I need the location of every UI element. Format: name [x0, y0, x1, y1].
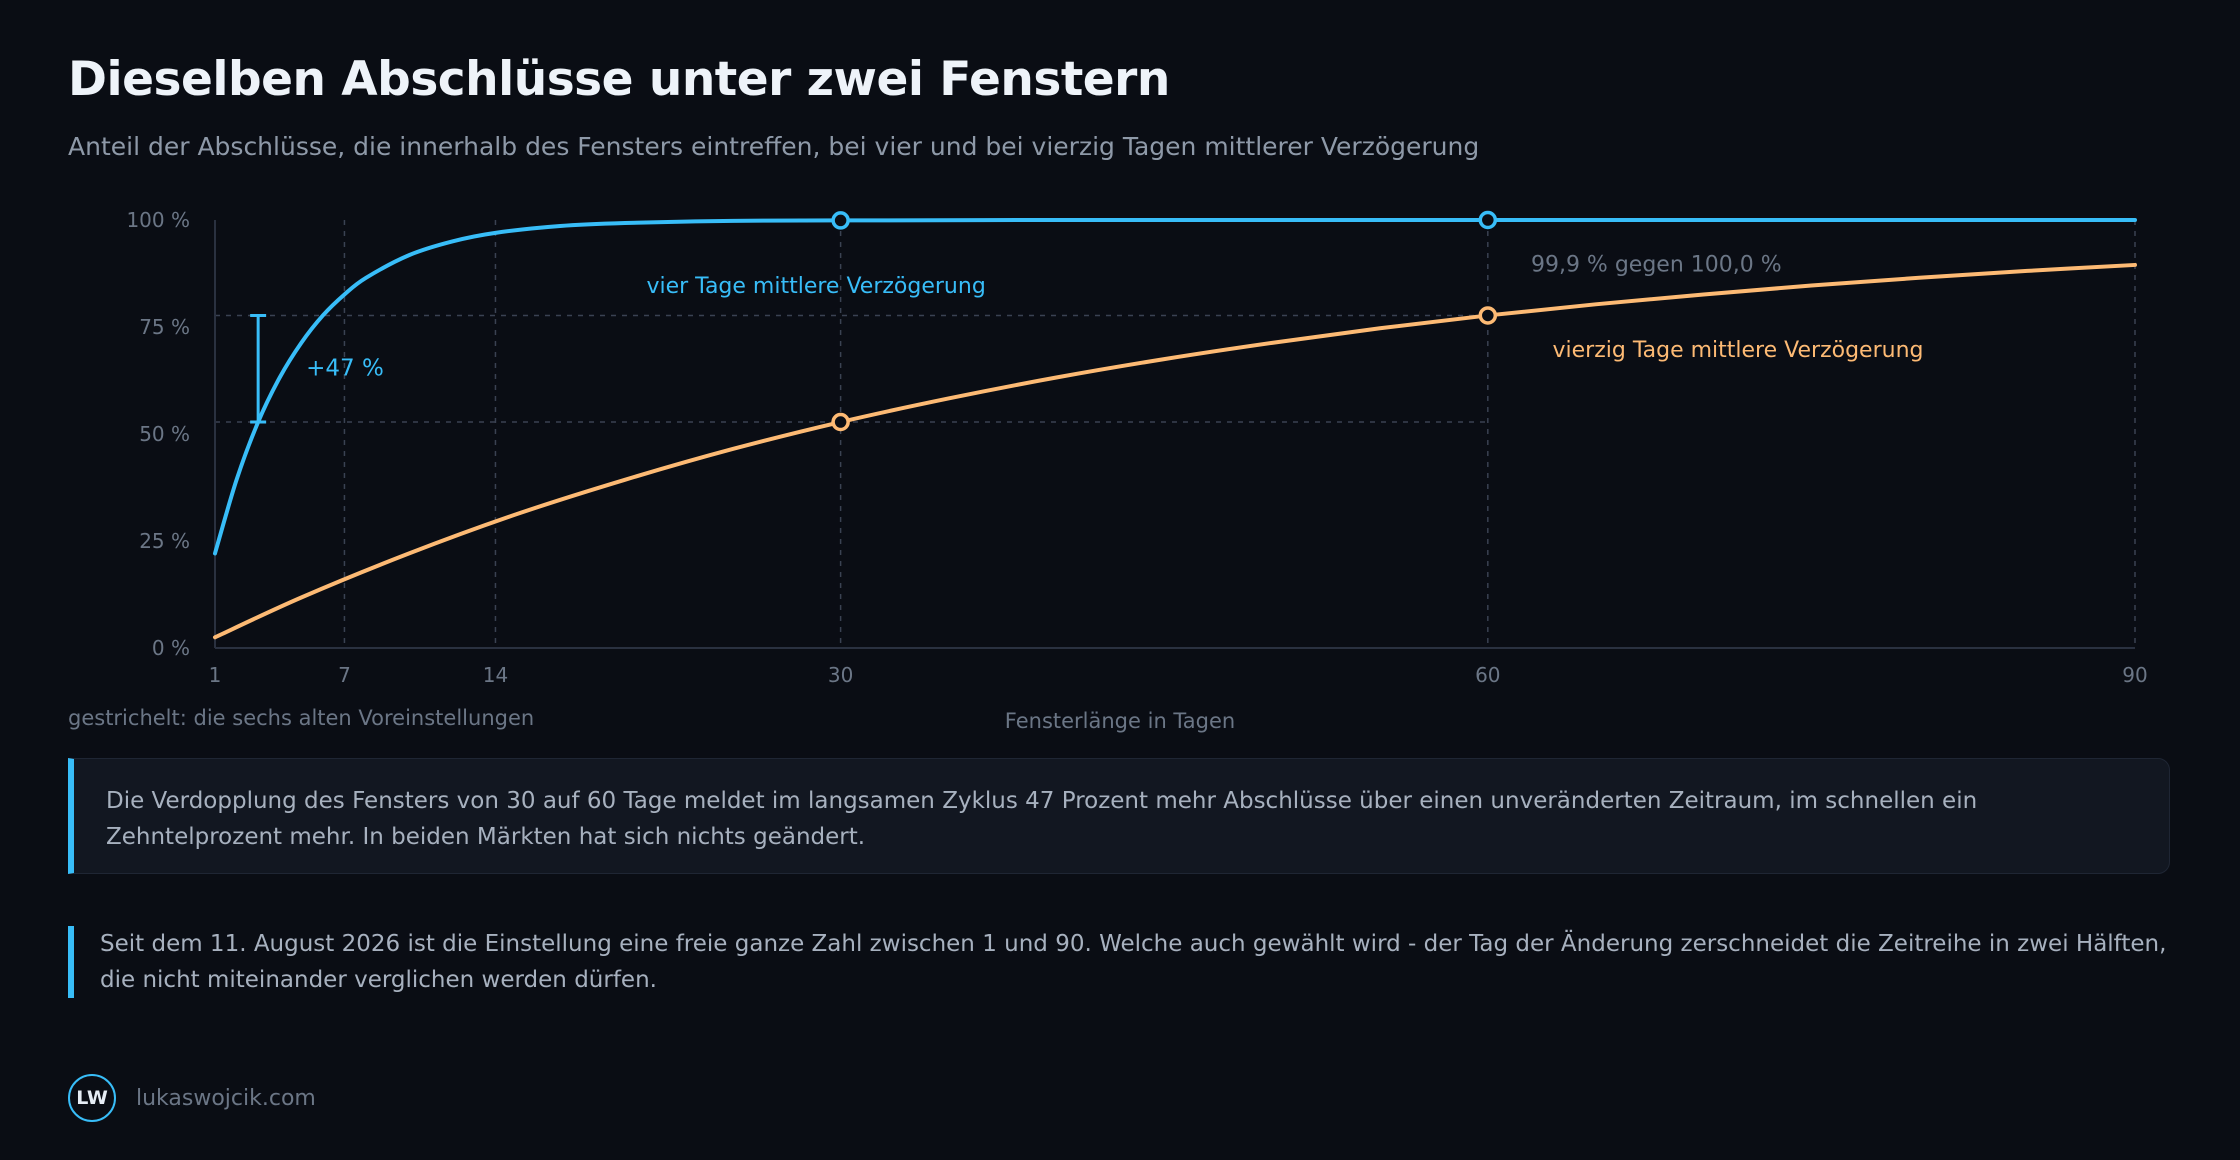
data-point: [1478, 210, 1498, 230]
series-annotation: vier Tage mittlere Verzögerung: [646, 274, 985, 299]
dashed-lines-note: gestrichelt: die sechs alten Voreinstell…: [68, 706, 535, 730]
x-tick-label: 1: [209, 663, 222, 687]
x-axis-label: Fensterlänge in Tagen: [1005, 709, 1235, 733]
series-annotation: vierzig Tage mittlere Verzögerung: [1553, 338, 1924, 363]
x-tick-label: 90: [2122, 663, 2147, 687]
gap-label: +47 %: [306, 356, 384, 382]
x-tick-label: 7: [338, 663, 351, 687]
x-tick-label: 60: [1475, 663, 1500, 687]
x-tick-label: 30: [828, 663, 853, 687]
logo-badge: LW: [68, 1074, 116, 1122]
data-point: [831, 211, 850, 230]
data-point: [831, 412, 850, 432]
series-line-slow: [213, 262, 2137, 640]
line-chart: 0 % 25 % 50 % 75 % 100 % 1 7 14 30 60 90 Fensterlän…: [126, 208, 2147, 733]
footer-url[interactable]: lukaswojcik.com: [136, 1085, 316, 1111]
y-tick-label: 25 %: [139, 529, 190, 553]
chart-title: Dieselben Abschlüsse unter zwei Fenstern: [68, 52, 1170, 107]
callout-box: Die Verdopplung des Fensters von 30 auf …: [68, 758, 2170, 874]
callout-text: Die Verdopplung des Fensters von 30 auf …: [106, 788, 1978, 850]
settings-note: Seit dem 11. August 2026 ist die Einstel…: [68, 926, 2170, 998]
y-tick-label: 50 %: [139, 422, 190, 446]
settings-note-text: Seit dem 11. August 2026 ist die Einstel…: [100, 931, 2167, 993]
footer: LW lukaswojcik.com: [68, 1072, 316, 1124]
y-tick-label: 75 %: [139, 315, 190, 339]
y-tick-label: 0 %: [152, 636, 190, 660]
series-line-fast: [213, 217, 2137, 556]
y-tick-label: 100 %: [126, 208, 190, 232]
chart-subtitle: Anteil der Abschlüsse, die innerhalb des…: [68, 132, 1480, 161]
series-annotation: 99,9 % gegen 100,0 %: [1531, 252, 1782, 277]
x-tick-label: 14: [483, 663, 508, 687]
data-point: [1478, 306, 1498, 325]
